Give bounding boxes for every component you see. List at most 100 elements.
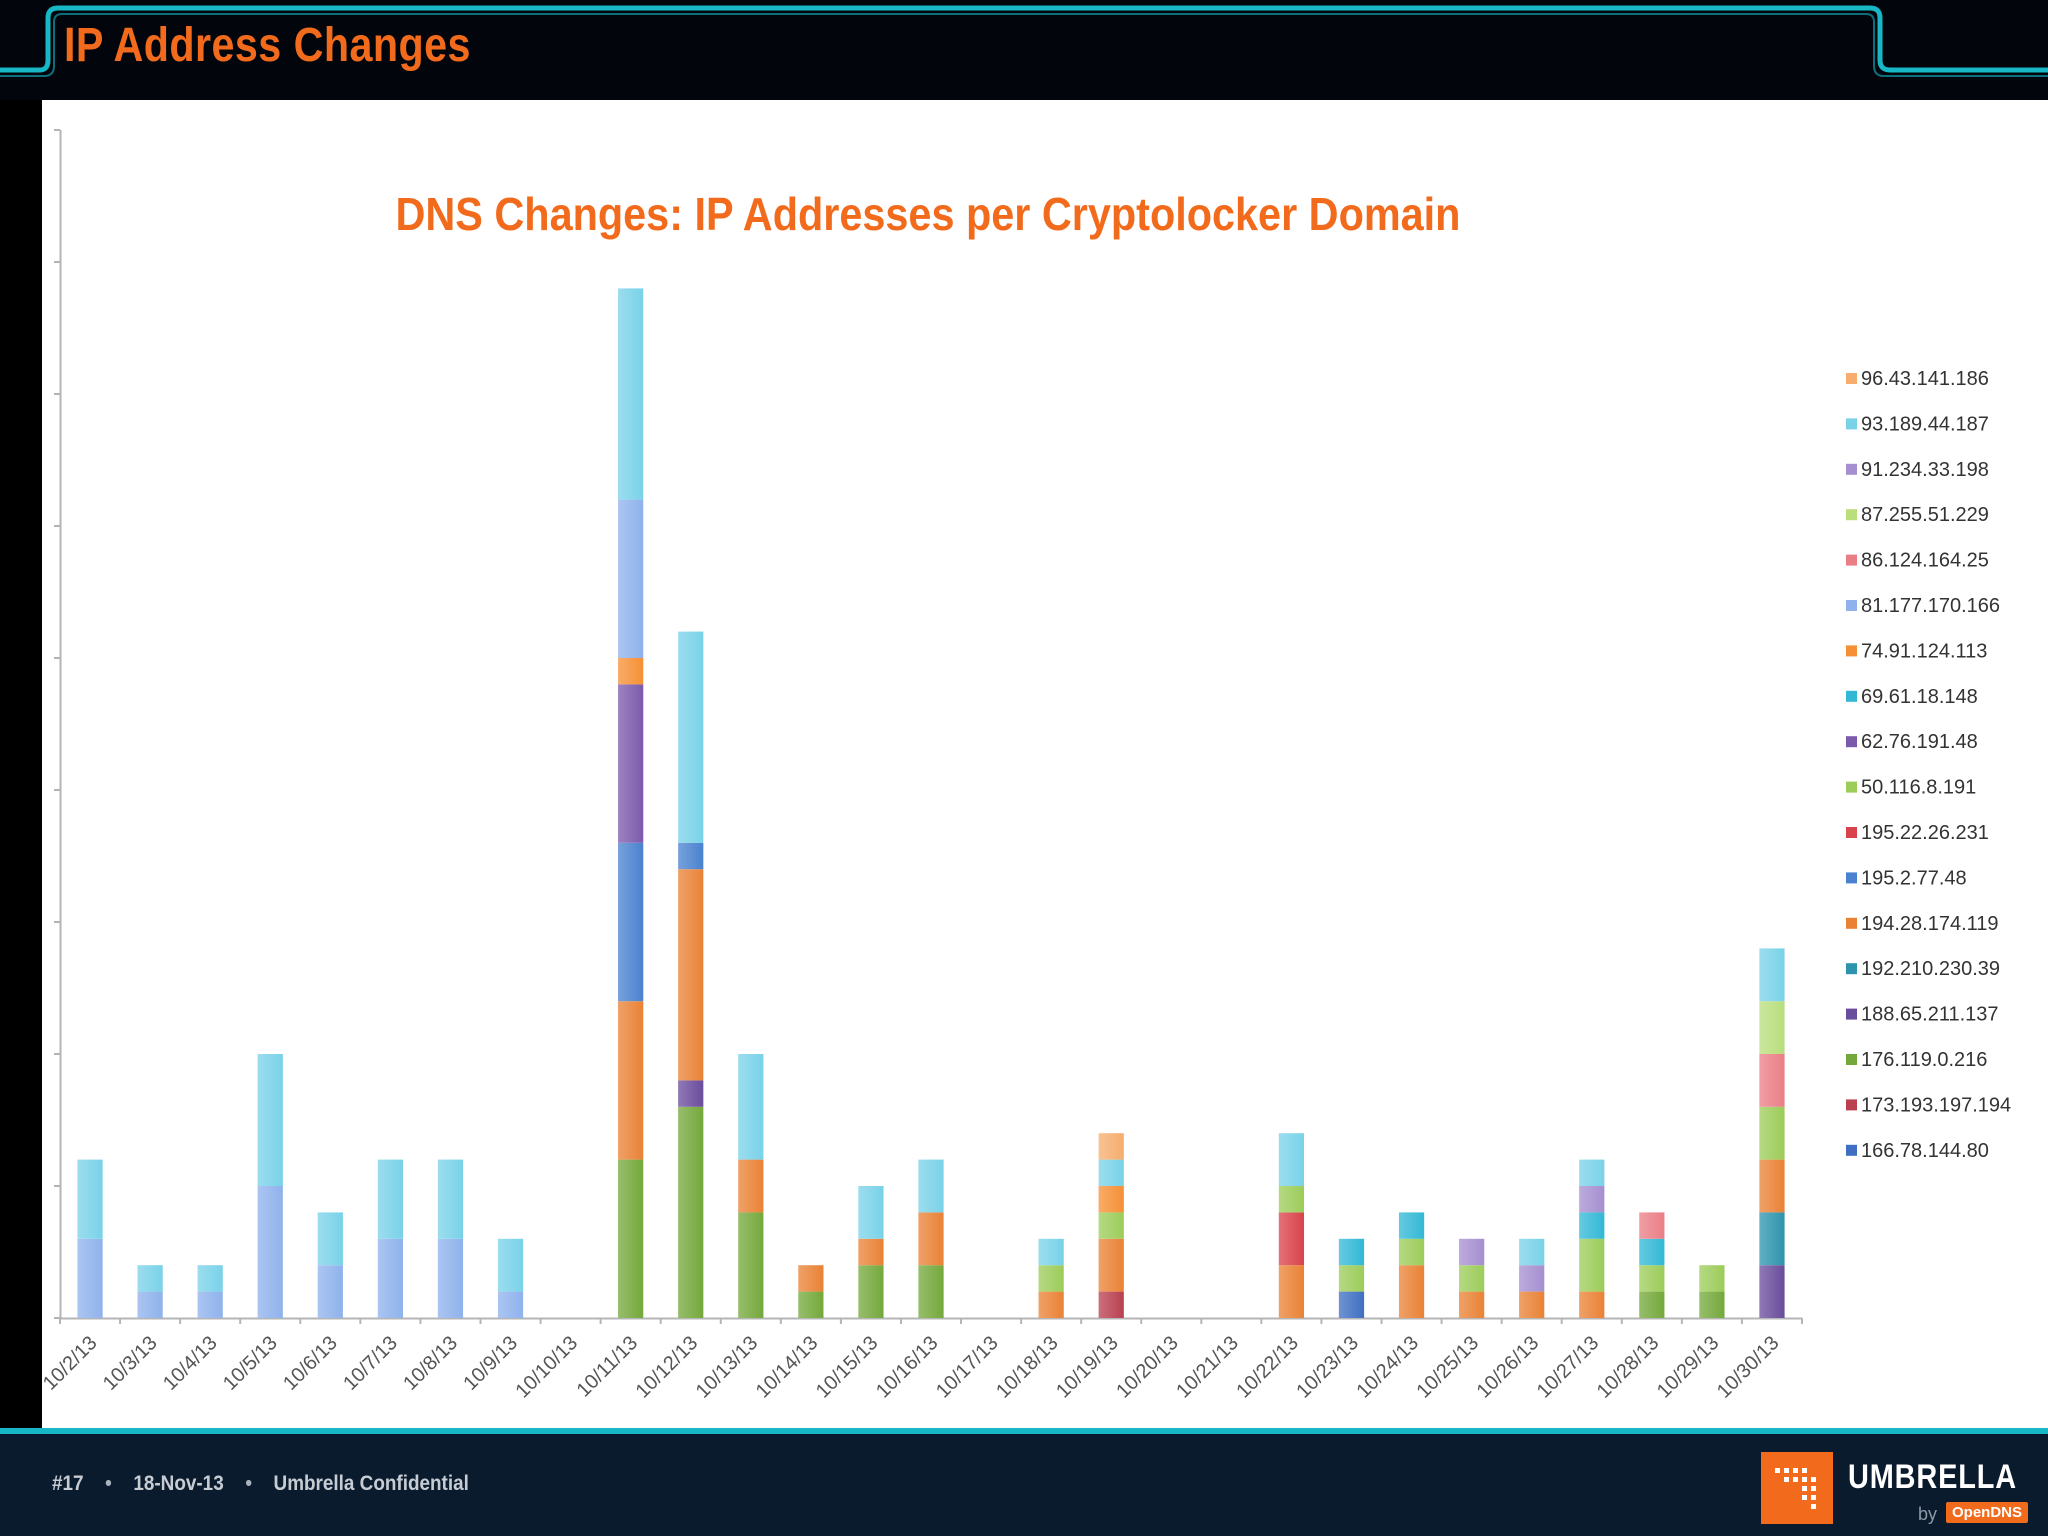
bar-segment: [1759, 1106, 1785, 1160]
x-tick-label: 10/17/13: [932, 1332, 1003, 1403]
bar-segment: [257, 1186, 283, 1318]
bar-segment: [1038, 1238, 1064, 1266]
bar-segment: [618, 684, 644, 843]
bar-segment: [738, 1054, 764, 1160]
bar-segment: [618, 288, 644, 500]
legend-label: 192.210.230.39: [1861, 958, 2000, 980]
x-tick-label: 10/8/13: [399, 1332, 462, 1395]
legend-label: 188.65.211.137: [1861, 1004, 1999, 1026]
x-tick-label: 10/5/13: [219, 1332, 282, 1395]
bar-segment: [1398, 1265, 1425, 1318]
bar-segment: [257, 1054, 283, 1186]
bar-segment: [618, 658, 644, 685]
bar-segment: [678, 869, 704, 1081]
x-tick-label: 10/23/13: [1292, 1332, 1363, 1403]
x-tick-label: 10/7/13: [339, 1332, 402, 1395]
footer-info: #17 • 18-Nov-13 • Umbrella Confidential: [52, 1472, 469, 1496]
brand-by: by: [1918, 1504, 1938, 1524]
slide-number: #17: [52, 1472, 84, 1495]
bar-segment: [1459, 1265, 1485, 1292]
bar-segment: [77, 1238, 103, 1318]
bar-segment: [1639, 1291, 1665, 1318]
slide-header: IP Address Changes: [0, 0, 2048, 100]
bar-segment: [1098, 1159, 1124, 1186]
bar-segment: [377, 1159, 403, 1239]
bar-segment: [1459, 1238, 1485, 1266]
legend-label: 86.124.164.25: [1861, 550, 1989, 572]
chart-title: DNS Changes: IP Addresses per Cryptolock…: [396, 189, 1461, 241]
bar-segment: [377, 1238, 403, 1318]
legend: 96.43.141.186 93.189.44.187 91.234.33.198 8…: [1846, 368, 2011, 1162]
bar-segment: [918, 1265, 944, 1318]
bar-segment: [1519, 1238, 1545, 1266]
legend-swatch: [1846, 872, 1857, 884]
legend-label: 81.177.170.166: [1861, 595, 2000, 617]
x-tick-label: 10/15/13: [812, 1332, 883, 1403]
x-tick-label: 10/26/13: [1473, 1332, 1544, 1403]
bar-segment: [317, 1265, 343, 1318]
bar-segment: [1278, 1265, 1305, 1318]
x-tick-label: 10/20/13: [1112, 1332, 1183, 1403]
bar-segment: [738, 1212, 764, 1318]
x-tick-label: 10/19/13: [1052, 1332, 1123, 1403]
bar-segment: [1639, 1265, 1665, 1292]
legend-swatch: [1846, 781, 1857, 793]
footer-separator: •: [245, 1472, 252, 1495]
bar-segment: [1398, 1238, 1425, 1266]
legend-label: 176.119.0.216: [1861, 1049, 1987, 1071]
bar-segment: [678, 842, 704, 870]
bar-segment: [1278, 1133, 1305, 1186]
bars: [77, 288, 1785, 1318]
bar-segment: [197, 1291, 223, 1318]
bar-segment: [1338, 1265, 1365, 1292]
bar-segment: [858, 1265, 884, 1318]
slide-content: DNS Changes: IP Addresses per Cryptolock…: [42, 100, 2048, 1428]
legend-label: 93.189.44.187: [1861, 413, 1989, 435]
legend-label: 74.91.124.113: [1861, 640, 1987, 662]
legend-swatch: [1846, 373, 1857, 384]
footer-divider: [0, 1428, 2048, 1434]
bar-segment: [1759, 948, 1785, 1002]
legend-swatch: [1846, 690, 1857, 702]
legend-label: 50.116.8.191: [1861, 777, 1976, 799]
legend-label: 96.43.141.186: [1861, 368, 1989, 390]
x-tick-label: 10/21/13: [1172, 1332, 1243, 1403]
bar-segment: [1579, 1159, 1605, 1186]
bar-segment: [1759, 1001, 1785, 1054]
bar-segment: [618, 842, 644, 1002]
x-tick-label: 10/3/13: [99, 1332, 162, 1395]
bar-segment: [437, 1159, 464, 1239]
legend-label: 91.234.33.198: [1861, 459, 1989, 481]
x-tick-label: 10/28/13: [1593, 1332, 1664, 1403]
x-tick-label: 10/18/13: [992, 1332, 1063, 1403]
bar-segment: [1579, 1238, 1605, 1292]
header-frame: [0, 5, 2048, 77]
y-axis: [54, 129, 62, 1319]
bar-segment: [1519, 1265, 1545, 1292]
x-tick-label: 10/12/13: [632, 1332, 703, 1403]
bar-segment: [137, 1291, 163, 1318]
bar-segment: [1639, 1212, 1665, 1239]
bar-segment: [1759, 1265, 1785, 1318]
x-tick-label: 10/11/13: [573, 1332, 643, 1402]
bar-segment: [1038, 1265, 1064, 1292]
x-tick-label: 10/22/13: [1232, 1332, 1303, 1403]
bar-segment: [197, 1265, 223, 1292]
legend-swatch: [1846, 1099, 1857, 1111]
legend-swatch: [1846, 463, 1857, 475]
bar-segment: [1278, 1186, 1305, 1213]
bar-segment: [1338, 1291, 1365, 1318]
bar-segment: [1579, 1291, 1605, 1318]
bar-segment: [1098, 1212, 1124, 1239]
legend-swatch: [1846, 1054, 1857, 1065]
x-axis: [59, 1317, 1803, 1324]
legend-swatch: [1846, 554, 1857, 566]
x-tick-label: 10/4/13: [159, 1332, 222, 1395]
legend-swatch: [1846, 1144, 1857, 1156]
legend-label: 195.2.77.48: [1861, 867, 1967, 889]
bar-segment: [798, 1291, 824, 1318]
bar-segment: [1278, 1212, 1305, 1266]
x-tick-label: 10/16/13: [872, 1332, 943, 1403]
legend-swatch: [1846, 736, 1857, 748]
bar-segment: [1459, 1291, 1485, 1318]
